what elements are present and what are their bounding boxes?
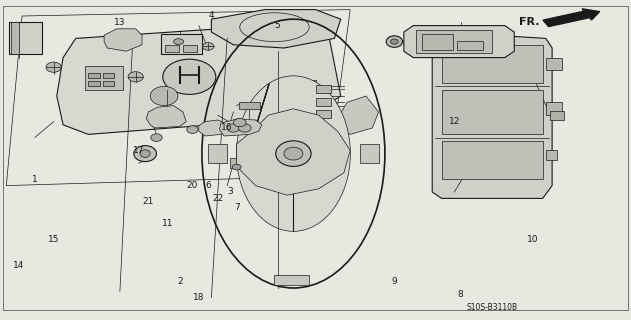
Bar — [88, 81, 100, 86]
Text: 7: 7 — [233, 204, 240, 212]
Ellipse shape — [163, 59, 216, 94]
Polygon shape — [211, 10, 341, 48]
Ellipse shape — [239, 124, 251, 132]
Ellipse shape — [237, 76, 350, 231]
Ellipse shape — [150, 86, 178, 106]
Polygon shape — [199, 120, 227, 136]
Text: 20: 20 — [187, 181, 198, 190]
Polygon shape — [338, 96, 379, 134]
Polygon shape — [432, 32, 552, 198]
Bar — [11, 22, 19, 54]
Bar — [103, 81, 114, 86]
Bar — [442, 45, 543, 83]
Ellipse shape — [128, 72, 143, 82]
Bar — [546, 102, 562, 115]
Text: 10: 10 — [528, 236, 539, 244]
Text: 11: 11 — [162, 220, 173, 228]
Polygon shape — [404, 26, 514, 58]
Text: 3: 3 — [227, 188, 233, 196]
Ellipse shape — [276, 141, 311, 166]
Bar — [9, 22, 42, 54]
Text: 6: 6 — [205, 181, 211, 190]
Ellipse shape — [233, 118, 246, 127]
Text: 15: 15 — [48, 236, 59, 244]
Bar — [546, 58, 562, 70]
Text: 2: 2 — [177, 277, 182, 286]
Text: 13: 13 — [114, 18, 126, 27]
Text: S10S-B3110B: S10S-B3110B — [466, 303, 518, 312]
Bar — [360, 144, 379, 163]
Bar — [88, 73, 100, 78]
Bar — [165, 45, 179, 52]
Bar — [208, 144, 227, 163]
Bar — [316, 98, 331, 106]
Text: FR.: FR. — [519, 17, 540, 28]
Text: 1: 1 — [32, 175, 38, 184]
Bar — [161, 34, 202, 54]
Polygon shape — [104, 29, 142, 51]
Bar — [85, 66, 123, 90]
Bar — [274, 275, 309, 285]
Ellipse shape — [284, 147, 303, 160]
Ellipse shape — [174, 39, 184, 44]
Polygon shape — [220, 119, 262, 136]
Bar — [416, 30, 492, 53]
Polygon shape — [146, 106, 186, 128]
Bar — [183, 45, 197, 52]
Text: 12: 12 — [449, 117, 460, 126]
Bar — [316, 85, 331, 93]
Text: 17: 17 — [133, 146, 144, 155]
Bar — [316, 110, 331, 118]
Ellipse shape — [203, 43, 214, 50]
Ellipse shape — [391, 39, 398, 44]
Text: 14: 14 — [13, 261, 25, 270]
FancyArrow shape — [543, 9, 599, 27]
Bar — [230, 158, 243, 168]
Ellipse shape — [386, 36, 403, 47]
Text: 9: 9 — [391, 277, 398, 286]
Ellipse shape — [151, 134, 162, 141]
Text: 18: 18 — [193, 293, 204, 302]
Bar — [442, 90, 543, 134]
Bar — [546, 150, 557, 160]
Text: 8: 8 — [457, 290, 464, 299]
Ellipse shape — [187, 126, 198, 133]
Ellipse shape — [232, 164, 241, 170]
Text: 4: 4 — [209, 12, 214, 20]
Bar — [422, 34, 453, 50]
Bar — [550, 111, 564, 120]
Bar — [457, 41, 483, 50]
Polygon shape — [237, 109, 350, 195]
Bar — [442, 141, 543, 179]
Text: 5: 5 — [274, 21, 281, 30]
Text: 21: 21 — [143, 197, 154, 206]
Text: 16: 16 — [221, 124, 233, 132]
Polygon shape — [57, 22, 341, 134]
Bar — [103, 73, 114, 78]
Ellipse shape — [227, 124, 240, 132]
Ellipse shape — [140, 150, 150, 157]
Ellipse shape — [134, 146, 156, 162]
Ellipse shape — [46, 62, 61, 72]
Text: 22: 22 — [212, 194, 223, 203]
Bar — [278, 80, 316, 112]
Bar — [239, 102, 260, 109]
Polygon shape — [6, 10, 350, 186]
